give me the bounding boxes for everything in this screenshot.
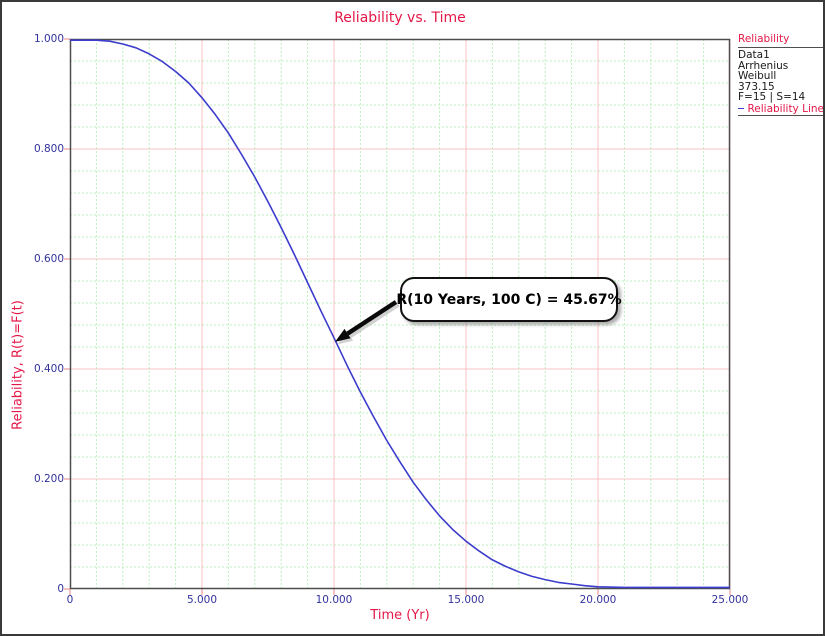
x-tick-label: 25.000 <box>711 594 749 606</box>
x-axis-label: Time (Yr) <box>370 608 430 623</box>
chart-title: Reliability vs. Time <box>334 10 466 26</box>
y-tick-label: 0.200 <box>33 473 64 485</box>
legend-item-dataset: Data1 <box>738 49 770 61</box>
y-tick-label: 1.000 <box>33 33 64 45</box>
legend-item-model: Arrhenius <box>738 59 789 72</box>
y-tick-label: 0.400 <box>33 363 64 375</box>
legend-divider <box>738 115 823 116</box>
series-line-swatch-icon <box>738 108 745 110</box>
annotation-callout[interactable]: R(10 Years, 100 C) = 45.67% <box>396 277 622 322</box>
legend-series-label: Reliability Line <box>747 102 824 115</box>
legend-divider <box>738 47 823 48</box>
x-tick-label: 5.000 <box>186 594 218 606</box>
x-tick-label: 15.000 <box>447 594 485 606</box>
plot-area[interactable] <box>64 38 731 595</box>
legend[interactable]: Reliability Data1 Arrhenius Weibull 373.… <box>738 33 824 118</box>
legend-series-entry: Reliability Line <box>738 102 824 115</box>
x-tick-label: 0 <box>66 594 74 606</box>
y-axis-label: Reliability, R(t)=F(t) <box>10 300 26 430</box>
legend-item-fs-counts: F=15 | S=14 <box>738 91 806 103</box>
x-tick-label: 20.000 <box>579 594 617 606</box>
x-tick-label: 10.000 <box>315 594 353 606</box>
legend-item-distribution: Weibull <box>738 70 777 82</box>
legend-header: Reliability <box>738 33 790 45</box>
legend-item-temperature: 373.15 <box>738 80 775 93</box>
y-tick-label: 0.800 <box>33 143 64 155</box>
y-tick-label: 0.600 <box>33 253 64 265</box>
y-tick-label: 0 <box>57 583 64 595</box>
